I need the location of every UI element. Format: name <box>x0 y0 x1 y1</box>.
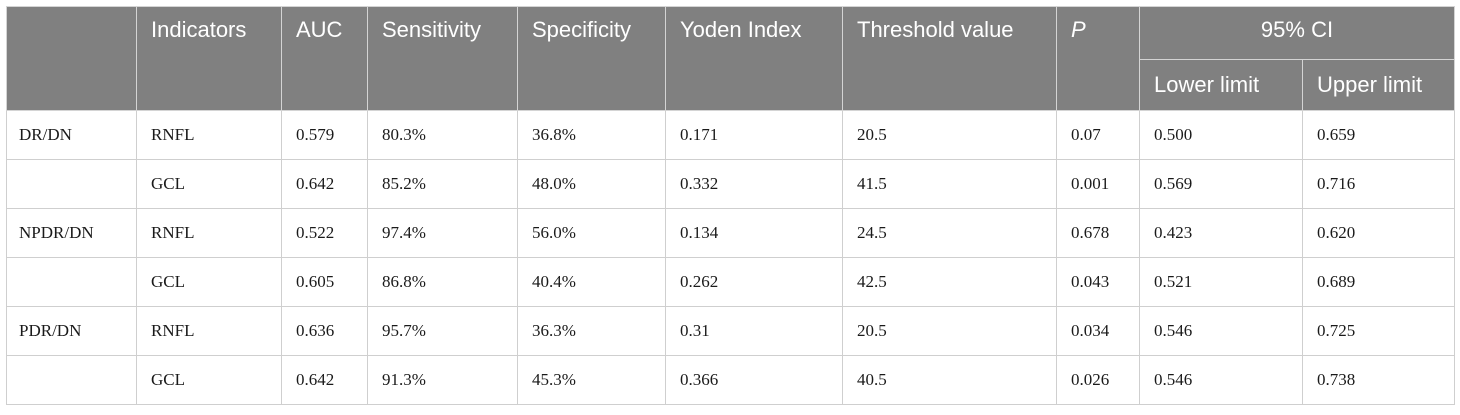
cell-sensitivity: 91.3% <box>367 355 518 405</box>
cell-group <box>6 159 137 209</box>
cell-upper: 0.738 <box>1302 355 1455 405</box>
cell-sensitivity: 85.2% <box>367 159 518 209</box>
cell-group <box>6 257 137 307</box>
cell-threshold: 20.5 <box>842 110 1057 160</box>
cell-upper: 0.620 <box>1302 208 1455 258</box>
cell-indicator: GCL <box>136 355 282 405</box>
cell-specificity: 40.4% <box>517 257 666 307</box>
cell-threshold: 41.5 <box>842 159 1057 209</box>
header-auc: AUC <box>281 6 368 111</box>
cell-lower: 0.569 <box>1139 159 1303 209</box>
cell-specificity: 36.3% <box>517 306 666 356</box>
table-row: PDR/DN RNFL 0.636 95.7% 36.3% 0.31 20.5 0.034 0.… <box>6 306 1455 356</box>
cell-auc: 0.636 <box>281 306 368 356</box>
table-row: DR/DN RNFL 0.579 80.3% 36.8% 0.171 20.5 0.07 0.5… <box>6 110 1455 160</box>
cell-group <box>6 355 137 405</box>
cell-yoden: 0.262 <box>665 257 843 307</box>
table-row: NPDR/DN RNFL 0.522 97.4% 56.0% 0.134 24.5 0.678… <box>6 208 1455 258</box>
cell-upper: 0.659 <box>1302 110 1455 160</box>
cell-group: PDR/DN <box>6 306 137 356</box>
cell-upper: 0.716 <box>1302 159 1455 209</box>
cell-auc: 0.642 <box>281 159 368 209</box>
cell-lower: 0.500 <box>1139 110 1303 160</box>
cell-lower: 0.521 <box>1139 257 1303 307</box>
cell-p: 0.001 <box>1056 159 1140 209</box>
cell-yoden: 0.332 <box>665 159 843 209</box>
cell-indicator: RNFL <box>136 110 282 160</box>
cell-auc: 0.522 <box>281 208 368 258</box>
cell-upper: 0.689 <box>1302 257 1455 307</box>
cell-threshold: 40.5 <box>842 355 1057 405</box>
cell-specificity: 45.3% <box>517 355 666 405</box>
cell-auc: 0.605 <box>281 257 368 307</box>
cell-p: 0.026 <box>1056 355 1140 405</box>
cell-upper: 0.725 <box>1302 306 1455 356</box>
cell-sensitivity: 95.7% <box>367 306 518 356</box>
header-yoden-index: Yoden Index <box>665 6 843 111</box>
header-sensitivity: Sensitivity <box>367 6 518 111</box>
cell-threshold: 20.5 <box>842 306 1057 356</box>
cell-auc: 0.579 <box>281 110 368 160</box>
cell-yoden: 0.171 <box>665 110 843 160</box>
cell-yoden: 0.366 <box>665 355 843 405</box>
cell-indicator: RNFL <box>136 208 282 258</box>
header-lower-limit: Lower limit <box>1139 59 1303 111</box>
table-row: GCL 0.605 86.8% 40.4% 0.262 42.5 0.043 0.521 0.6… <box>6 257 1455 307</box>
cell-threshold: 24.5 <box>842 208 1057 258</box>
cell-yoden: 0.31 <box>665 306 843 356</box>
header-indicators: Indicators <box>136 6 282 111</box>
cell-lower: 0.423 <box>1139 208 1303 258</box>
cell-threshold: 42.5 <box>842 257 1057 307</box>
cell-specificity: 56.0% <box>517 208 666 258</box>
cell-group: DR/DN <box>6 110 137 160</box>
header-p: P <box>1056 6 1140 111</box>
table-header: Indicators AUC Sensitivity Specificity Y… <box>6 6 1455 111</box>
cell-indicator: RNFL <box>136 306 282 356</box>
header-threshold-value: Threshold value <box>842 6 1057 111</box>
cell-p: 0.034 <box>1056 306 1140 356</box>
cell-lower: 0.546 <box>1139 306 1303 356</box>
cell-specificity: 36.8% <box>517 110 666 160</box>
cell-specificity: 48.0% <box>517 159 666 209</box>
header-upper-limit: Upper limit <box>1302 59 1455 111</box>
cell-p: 0.678 <box>1056 208 1140 258</box>
table-row: GCL 0.642 85.2% 48.0% 0.332 41.5 0.001 0.569 0.7… <box>6 159 1455 209</box>
cell-indicator: GCL <box>136 159 282 209</box>
table-body: DR/DN RNFL 0.579 80.3% 36.8% 0.171 20.5 0.07 0.5… <box>6 110 1455 405</box>
cell-group: NPDR/DN <box>6 208 137 258</box>
cell-sensitivity: 97.4% <box>367 208 518 258</box>
cell-auc: 0.642 <box>281 355 368 405</box>
header-specificity: Specificity <box>517 6 666 111</box>
cell-yoden: 0.134 <box>665 208 843 258</box>
cell-lower: 0.546 <box>1139 355 1303 405</box>
header-blank <box>6 6 137 111</box>
cell-p: 0.043 <box>1056 257 1140 307</box>
cell-p: 0.07 <box>1056 110 1140 160</box>
roc-results-table: Indicators AUC Sensitivity Specificity Y… <box>6 6 1455 405</box>
header-95-ci: 95% CI <box>1139 6 1455 60</box>
table-row: GCL 0.642 91.3% 45.3% 0.366 40.5 0.026 0.546 0.7… <box>6 355 1455 405</box>
cell-sensitivity: 86.8% <box>367 257 518 307</box>
cell-indicator: GCL <box>136 257 282 307</box>
cell-sensitivity: 80.3% <box>367 110 518 160</box>
